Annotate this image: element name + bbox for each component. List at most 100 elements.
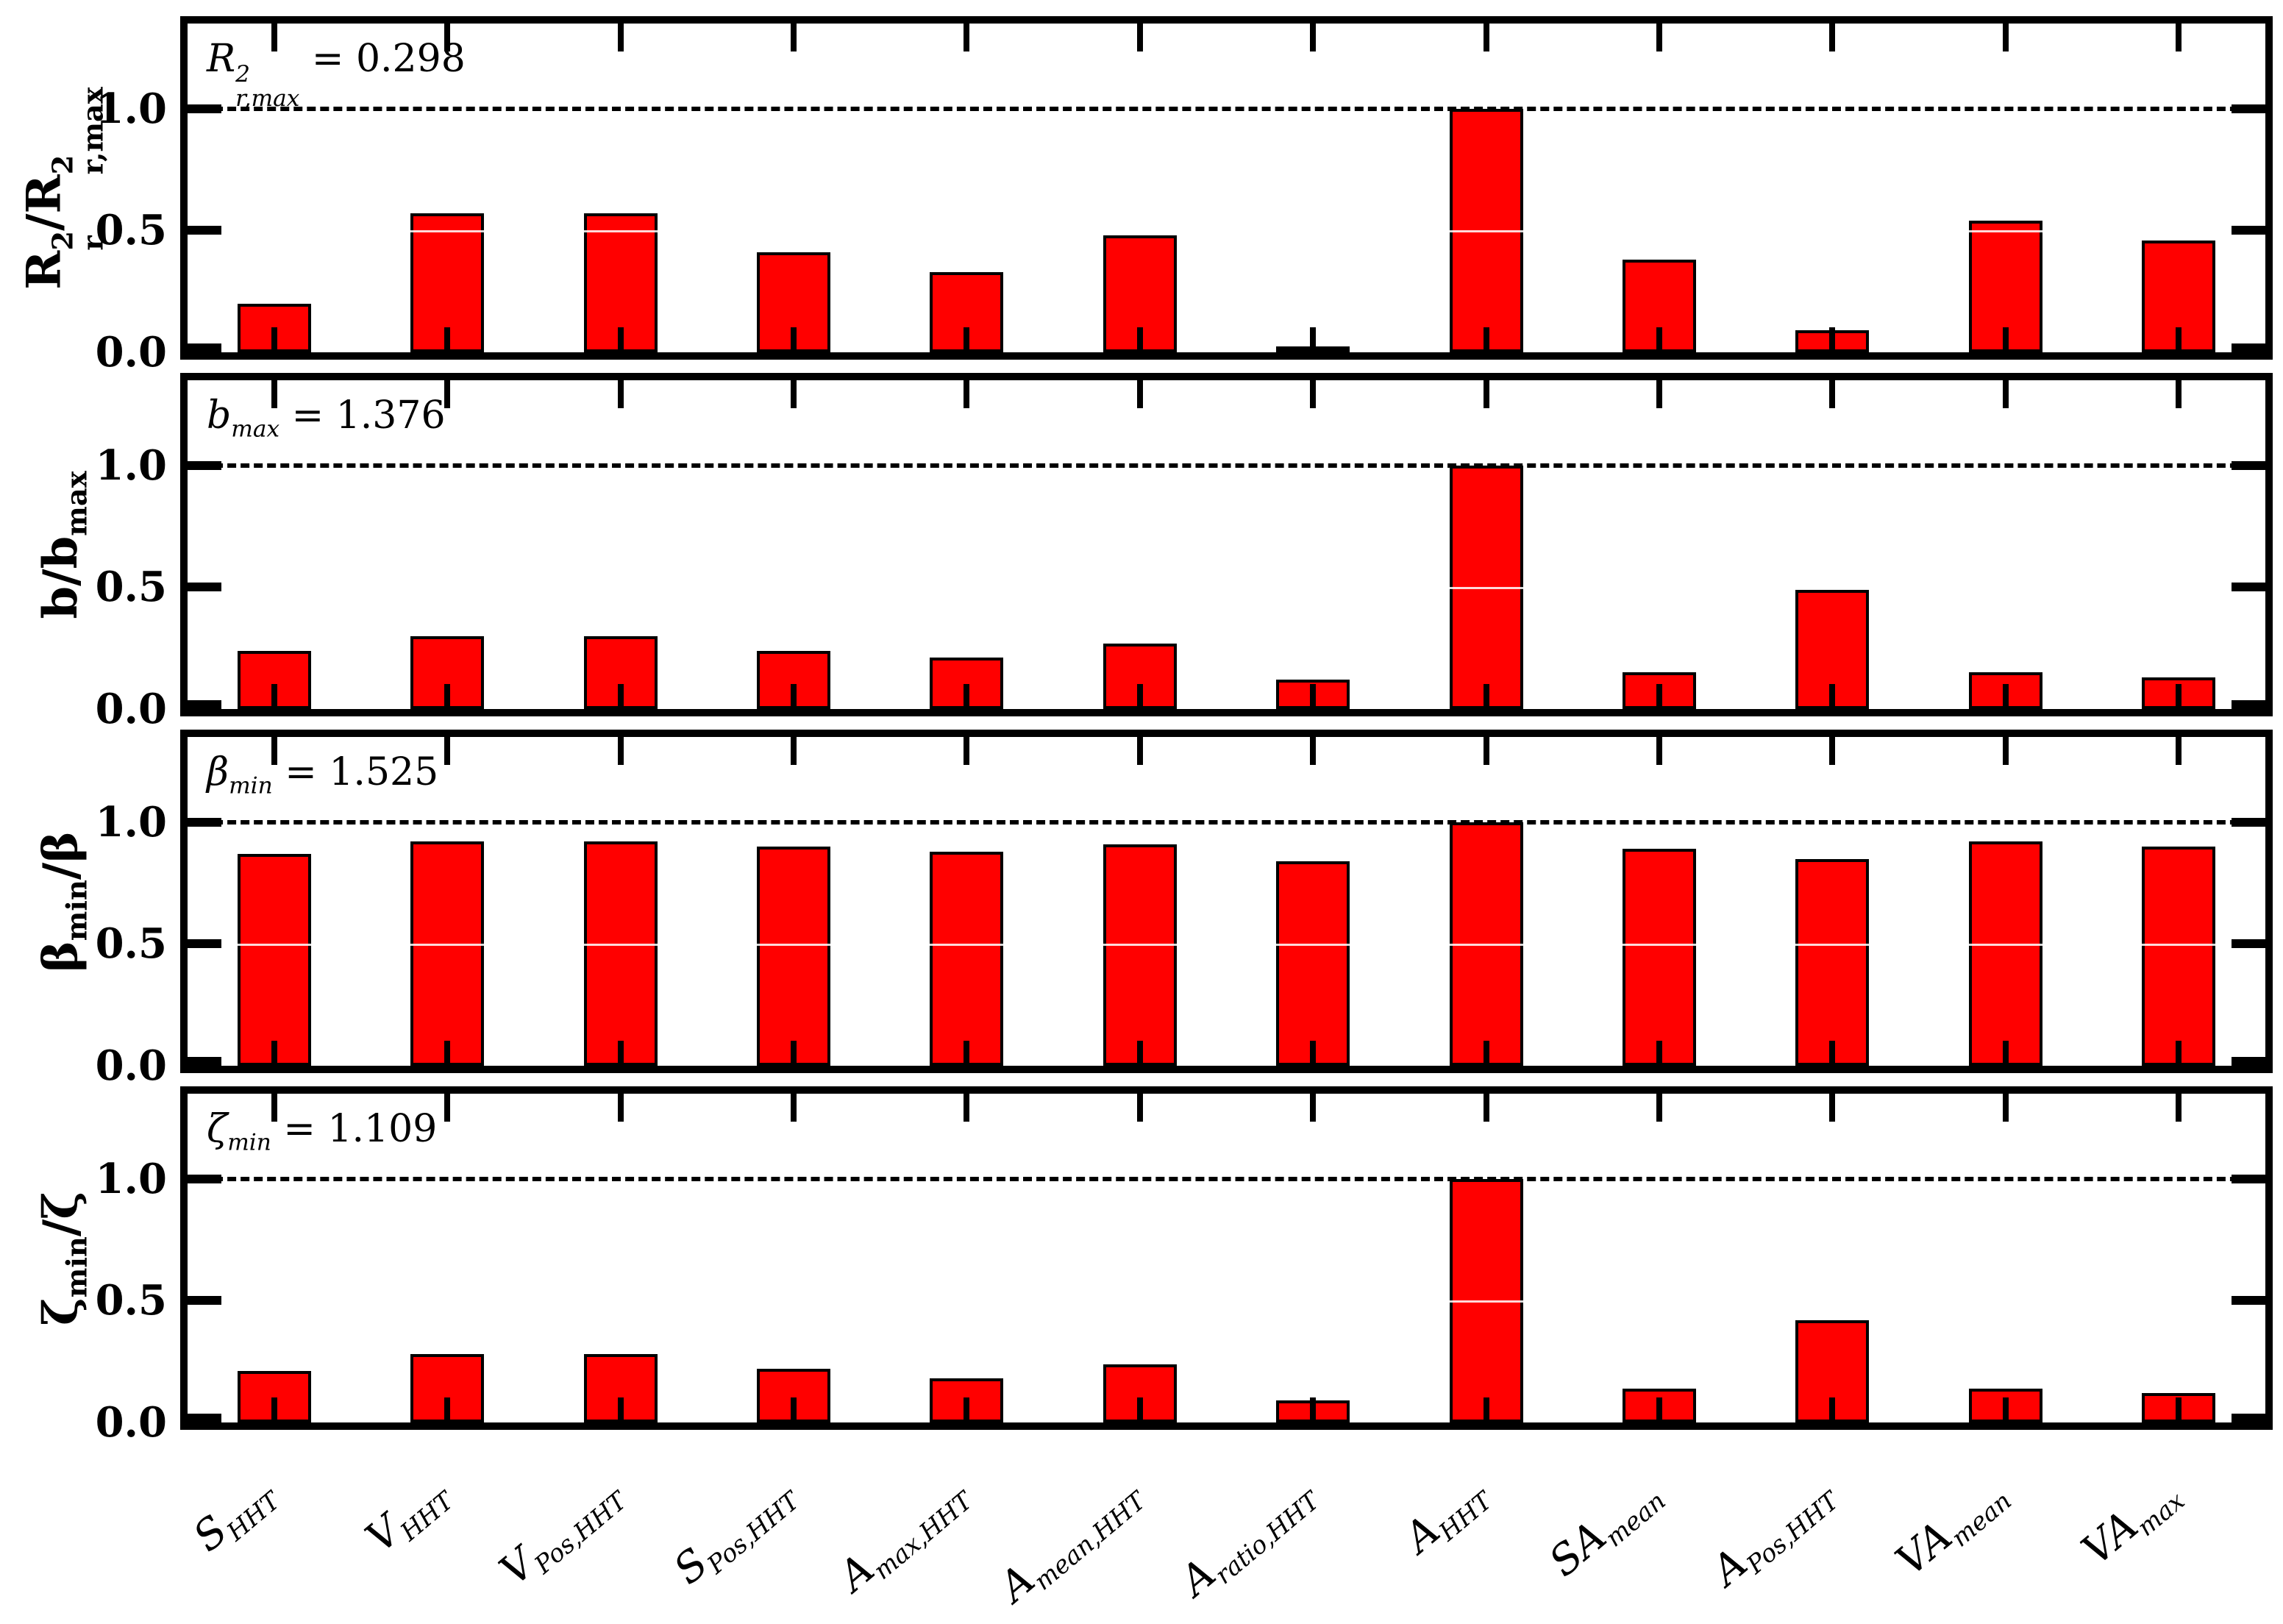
x-tick-top — [1483, 24, 1489, 51]
x-tick-bottom — [1310, 1041, 1317, 1066]
y-tick-label: 0.5 — [95, 206, 167, 255]
x-tick-bottom — [1310, 684, 1317, 709]
x-tick-top — [1829, 24, 1836, 51]
x-tick-bottom — [444, 327, 451, 352]
x-tick-bottom — [271, 684, 277, 709]
y-tick-left — [188, 583, 221, 592]
y-axis-label-zeta: ζmin/ζ — [32, 1191, 94, 1325]
x-tick-top — [964, 1094, 970, 1122]
y-tick-right — [2232, 1057, 2265, 1066]
x-tick-top — [964, 24, 970, 51]
y-tick-right — [2232, 939, 2265, 949]
x-tick-top — [1310, 737, 1317, 765]
y-tick-left — [188, 1296, 221, 1306]
x-tick-top — [1483, 380, 1489, 408]
x-tick-top — [617, 1094, 624, 1122]
gridline-0.5 — [188, 944, 2265, 947]
x-tick-bottom — [790, 1041, 797, 1066]
y-tick-left — [188, 1057, 221, 1066]
x-tick-top — [1310, 1094, 1317, 1122]
x-tick-bottom — [444, 684, 451, 709]
y-tick-right — [2232, 1296, 2265, 1306]
x-tick-top — [790, 380, 797, 408]
x-tick-bottom — [444, 1041, 451, 1066]
y-tick-label: 0.5 — [95, 1276, 167, 1325]
x-tick-top — [1136, 380, 1143, 408]
x-tick-top — [2002, 24, 2009, 51]
bar-S_HHT — [237, 853, 311, 1066]
reference-line — [188, 106, 2265, 111]
gridline-0.5 — [188, 1300, 2265, 1303]
x-tick-bottom — [2002, 327, 2009, 352]
x-tick-top — [1656, 380, 1663, 408]
x-tick-bottom — [271, 1397, 277, 1422]
x-tick-top — [2176, 1094, 2182, 1122]
y-tick-label: 1.0 — [95, 84, 167, 133]
y-tick-left — [188, 1414, 221, 1422]
panel-annotation: ζmin = 1.109 — [207, 1107, 438, 1156]
x-tick-bottom — [1483, 1397, 1489, 1422]
x-tick-top — [2176, 737, 2182, 765]
x-tick-bottom — [617, 1397, 624, 1422]
x-tick-bottom — [790, 327, 797, 352]
x-tick-top — [1829, 737, 1836, 765]
x-tick-bottom — [444, 1397, 451, 1422]
x-tick-bottom — [1656, 684, 1663, 709]
x-tick-bottom — [790, 684, 797, 709]
y-tick-right — [2232, 343, 2265, 352]
x-tick-bottom — [1656, 1397, 1663, 1422]
y-tick-label: 1.0 — [95, 441, 167, 490]
x-tick-top — [1136, 24, 1143, 51]
y-tick-label: 0.0 — [95, 328, 167, 377]
x-tick-top — [617, 737, 624, 765]
x-tick-bottom — [617, 684, 624, 709]
x-tick-bottom — [1656, 327, 1663, 352]
x-tick-bottom — [1136, 327, 1143, 352]
x-tick-bottom — [1483, 1041, 1489, 1066]
y-tick-label: 1.0 — [95, 1154, 167, 1203]
x-tick-top — [271, 737, 277, 765]
x-tick-top — [790, 1094, 797, 1122]
x-tick-top — [1483, 737, 1489, 765]
y-tick-left — [188, 700, 221, 709]
x-tick-top — [444, 380, 451, 408]
x-tick-top — [1829, 1094, 1836, 1122]
y-axis-label-b: b/bmax — [32, 470, 94, 619]
x-tick-top — [2002, 737, 2009, 765]
x-tick-top — [1656, 1094, 1663, 1122]
y-tick-right — [2232, 104, 2265, 113]
x-tick-top — [617, 380, 624, 408]
x-tick-bottom — [617, 327, 624, 352]
x-tick-top — [964, 380, 970, 408]
bar-V_HHT — [410, 841, 485, 1066]
bar-A_ratio,HHT — [1276, 861, 1350, 1066]
x-tick-top — [2176, 380, 2182, 408]
y-tick-left — [188, 1174, 221, 1183]
x-tick-top — [1310, 24, 1317, 51]
x-tick-top — [1136, 1094, 1143, 1122]
y-tick-label: 1.0 — [95, 797, 167, 847]
x-tick-top — [2002, 1094, 2009, 1122]
bar-A_Pos,HHT — [1795, 858, 1870, 1066]
x-tick-top — [790, 737, 797, 765]
x-tick-bottom — [964, 1397, 970, 1422]
x-tick-top — [271, 380, 277, 408]
x-tick-bottom — [964, 684, 970, 709]
panel-b: bmax = 1.376 — [180, 373, 2273, 716]
x-tick-bottom — [1656, 1041, 1663, 1066]
x-tick-bottom — [271, 1041, 277, 1066]
y-tick-left — [188, 226, 221, 235]
y-axis-label-beta: βmin/β — [32, 830, 94, 972]
y-tick-right — [2232, 1174, 2265, 1183]
gridline-0.5 — [188, 587, 2265, 590]
panel-annotation: βmin = 1.525 — [207, 750, 439, 799]
x-tick-bottom — [1310, 1397, 1317, 1422]
x-tick-top — [271, 1094, 277, 1122]
y-tick-left — [188, 817, 221, 827]
x-tick-bottom — [2002, 684, 2009, 709]
y-tick-left — [188, 104, 221, 113]
x-tick-top — [964, 737, 970, 765]
x-tick-bottom — [1310, 327, 1317, 352]
panel-annotation: R 2 r,max = 0.298 — [207, 37, 466, 112]
